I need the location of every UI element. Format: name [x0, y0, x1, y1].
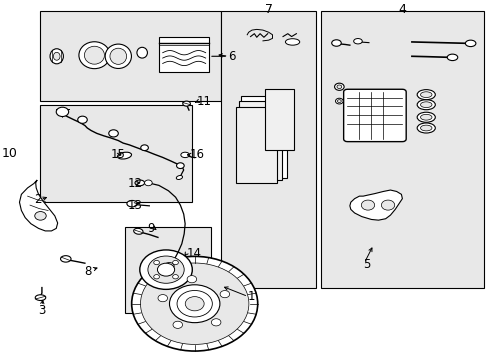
Bar — [236, 107, 276, 183]
Ellipse shape — [420, 114, 431, 120]
Circle shape — [78, 116, 87, 123]
Circle shape — [187, 276, 196, 283]
Text: 11: 11 — [197, 95, 212, 108]
Ellipse shape — [353, 39, 362, 44]
Circle shape — [131, 256, 257, 351]
Bar — [125, 226, 211, 313]
Circle shape — [381, 200, 394, 210]
Ellipse shape — [84, 46, 104, 64]
Circle shape — [251, 128, 275, 146]
Ellipse shape — [50, 49, 63, 64]
Ellipse shape — [416, 112, 434, 122]
Circle shape — [220, 291, 229, 298]
Circle shape — [176, 163, 184, 168]
Ellipse shape — [416, 123, 434, 133]
Text: 6: 6 — [227, 50, 235, 63]
Text: 16: 16 — [189, 148, 204, 161]
Text: 12: 12 — [127, 177, 142, 190]
Ellipse shape — [447, 54, 457, 60]
Text: 13: 13 — [127, 199, 142, 212]
Ellipse shape — [176, 175, 182, 180]
Text: 2: 2 — [34, 193, 42, 206]
Ellipse shape — [337, 100, 341, 103]
Text: 3: 3 — [38, 305, 45, 318]
FancyBboxPatch shape — [343, 89, 406, 141]
Ellipse shape — [336, 85, 341, 89]
Circle shape — [35, 212, 46, 220]
Circle shape — [147, 256, 184, 283]
Bar — [321, 12, 483, 288]
Ellipse shape — [133, 228, 142, 234]
Ellipse shape — [110, 48, 126, 64]
Ellipse shape — [117, 152, 131, 159]
Circle shape — [185, 297, 203, 311]
Ellipse shape — [135, 180, 144, 186]
Ellipse shape — [127, 201, 137, 207]
Bar — [264, 89, 293, 149]
Polygon shape — [349, 190, 402, 220]
Bar — [221, 12, 316, 288]
Ellipse shape — [416, 100, 434, 110]
Ellipse shape — [416, 90, 434, 100]
Circle shape — [157, 263, 174, 276]
Ellipse shape — [420, 125, 431, 131]
Circle shape — [211, 319, 221, 326]
Text: 9: 9 — [147, 222, 154, 235]
Circle shape — [108, 130, 118, 137]
Circle shape — [173, 321, 182, 328]
Circle shape — [169, 285, 220, 323]
Circle shape — [140, 263, 248, 345]
Text: 8: 8 — [84, 265, 92, 278]
Circle shape — [56, 107, 68, 117]
Text: 14: 14 — [186, 247, 201, 260]
Text: 7: 7 — [264, 3, 272, 16]
Circle shape — [140, 250, 192, 289]
Ellipse shape — [61, 256, 71, 262]
Ellipse shape — [331, 40, 341, 46]
Circle shape — [141, 145, 148, 150]
Ellipse shape — [285, 39, 299, 45]
Ellipse shape — [53, 52, 60, 60]
Ellipse shape — [420, 102, 431, 108]
Circle shape — [153, 260, 159, 265]
Circle shape — [361, 200, 374, 210]
Bar — [40, 12, 221, 101]
Ellipse shape — [79, 42, 110, 69]
Text: 5: 5 — [363, 258, 370, 271]
Text: 10: 10 — [2, 147, 18, 159]
Circle shape — [177, 291, 212, 317]
Polygon shape — [20, 180, 58, 231]
Circle shape — [164, 262, 174, 270]
Circle shape — [172, 260, 178, 265]
Bar — [241, 96, 286, 178]
Circle shape — [172, 275, 178, 279]
Bar — [159, 37, 208, 72]
Circle shape — [158, 294, 167, 302]
Bar — [40, 105, 192, 202]
Ellipse shape — [35, 295, 46, 301]
Bar — [238, 101, 281, 180]
Text: 4: 4 — [398, 3, 406, 16]
Ellipse shape — [420, 92, 431, 98]
Circle shape — [153, 275, 159, 279]
Ellipse shape — [137, 47, 147, 58]
Ellipse shape — [183, 101, 190, 106]
Ellipse shape — [334, 83, 344, 90]
Text: 15: 15 — [111, 148, 126, 161]
Ellipse shape — [181, 152, 189, 158]
Ellipse shape — [105, 44, 131, 68]
Text: 1: 1 — [247, 290, 254, 303]
Ellipse shape — [465, 40, 475, 46]
Circle shape — [144, 180, 152, 186]
Ellipse shape — [335, 98, 343, 104]
